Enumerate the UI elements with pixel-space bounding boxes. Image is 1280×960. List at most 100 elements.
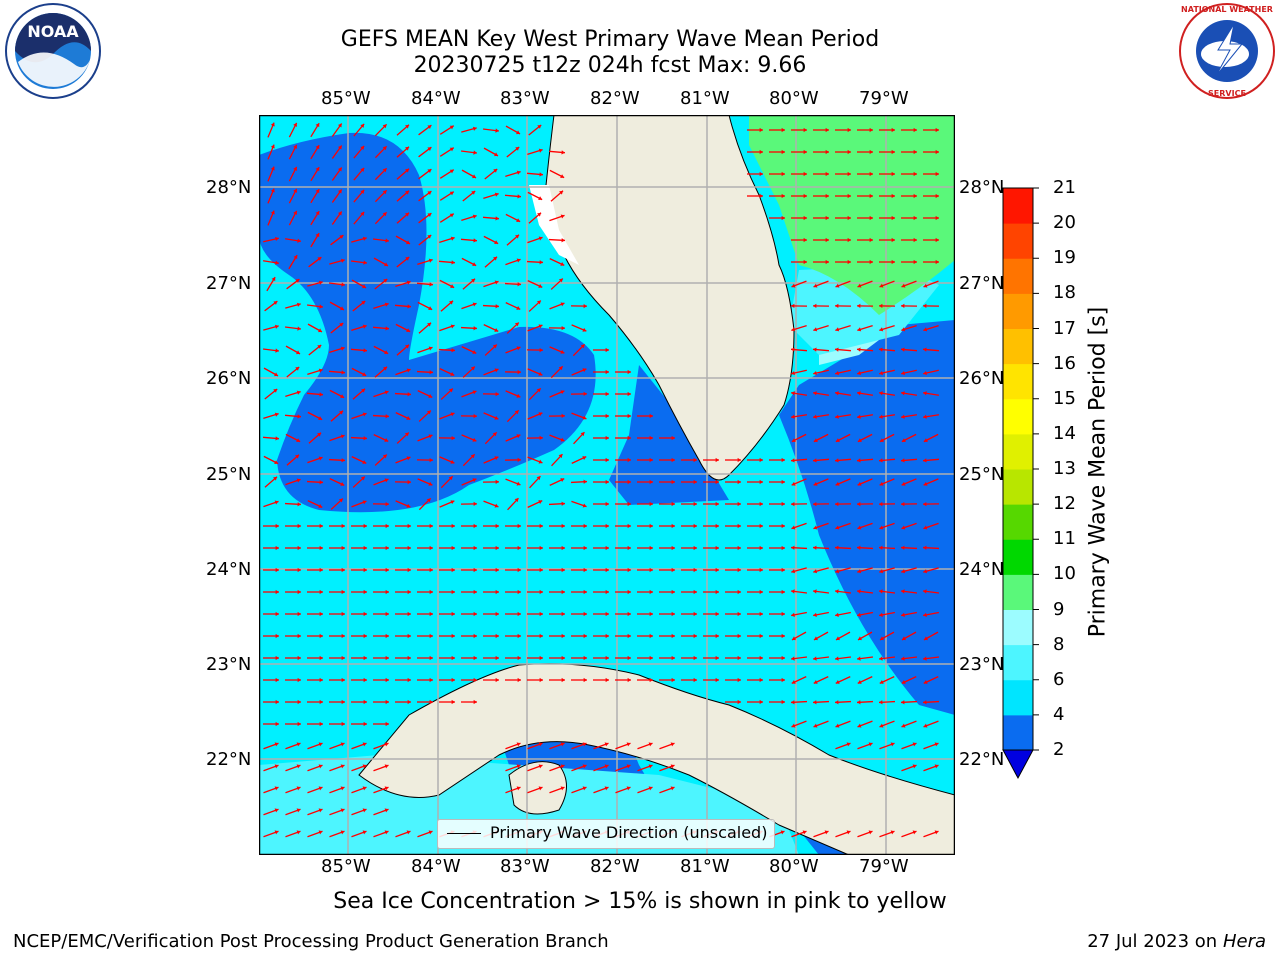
wave-arrow-head: [273, 476, 278, 481]
wave-arrow-head: [582, 415, 587, 420]
wave-arrow-head: [517, 567, 521, 573]
wave-arrow-head: [297, 655, 301, 661]
wave-arrow-head: [360, 189, 365, 194]
wave-arrow-head: [275, 260, 279, 265]
wave-arrow-head: [319, 677, 323, 683]
wave-arrow-head: [318, 328, 322, 333]
wave-arrow-head: [825, 149, 829, 155]
wave-arrow-head: [538, 500, 543, 504]
colorbar-segment: [1003, 188, 1033, 224]
wave-arrow-head: [923, 525, 928, 530]
wave-arrow-head: [494, 240, 499, 245]
colorbar-tick-label: 9: [1053, 598, 1065, 620]
wave-arrow-head: [448, 388, 453, 393]
wave-arrow-head: [362, 500, 367, 505]
wave-arrow-head: [537, 124, 542, 129]
wave-arrow-head: [273, 301, 278, 305]
wave-arrow-head: [737, 523, 741, 529]
wave-arrow-head: [560, 786, 565, 791]
noaa-logo-icon: NOAA: [4, 2, 102, 100]
colorbar-segment: [1003, 433, 1033, 470]
wave-arrow-head: [539, 633, 543, 639]
wave-arrow-head: [362, 786, 367, 791]
wave-arrow-head: [274, 500, 279, 505]
wave-arrow-head: [813, 589, 817, 594]
wave-arrow-head: [901, 612, 905, 617]
wave-arrow-head: [360, 211, 365, 216]
wave-arrow-head: [671, 567, 675, 573]
wave-arrow-head: [318, 830, 323, 835]
wave-arrow-head: [516, 346, 521, 351]
wave-arrow-head: [582, 456, 587, 460]
wave-arrow-head: [879, 723, 884, 728]
wave-arrow-head: [559, 190, 564, 195]
wave-arrow-head: [516, 481, 521, 486]
colorbar-segment: [1003, 398, 1033, 435]
wave-arrow-head: [759, 501, 763, 507]
lat-label-left: 23°N: [206, 654, 252, 675]
wave-arrow-head: [649, 633, 653, 639]
wave-arrow-head: [275, 655, 279, 661]
wave-arrow-head: [879, 501, 883, 507]
wave-arrow-head: [813, 501, 817, 507]
wave-arrow-head: [517, 194, 521, 199]
wave-arrow-head: [514, 322, 519, 327]
wave-arrow-head: [561, 611, 565, 617]
wave-arrow-head: [879, 656, 883, 661]
wave-arrow-head: [339, 410, 344, 415]
wave-arrow-head: [536, 476, 541, 481]
wave-arrow-head: [627, 567, 631, 573]
wave-arrow-head: [737, 479, 741, 485]
wave-arrow-head: [791, 414, 795, 419]
wave-arrow-head: [583, 545, 587, 551]
wave-arrow-head: [891, 193, 895, 199]
wave-arrow-head: [406, 328, 411, 333]
wave-arrow-head: [428, 434, 433, 439]
coastal-no-data: [529, 185, 579, 265]
wave-arrow-head: [274, 460, 279, 465]
wave-arrow-head: [317, 257, 322, 261]
wave-arrow-head: [385, 523, 389, 529]
lat-label-right: 28°N: [959, 177, 1005, 198]
wave-arrow-head: [649, 655, 653, 661]
wave-arrow-head: [935, 259, 939, 265]
wave-arrow-head: [835, 612, 839, 617]
wave-arrow-head: [901, 327, 906, 332]
wave-arrow-head: [296, 786, 301, 791]
wave-arrow-head: [407, 304, 411, 309]
wave-arrow-head: [296, 764, 301, 769]
wave-arrow-head: [473, 677, 477, 683]
wave-arrow-head: [315, 189, 320, 194]
wave-arrow-head: [857, 438, 862, 443]
wave-arrow-head: [338, 498, 343, 503]
wave-arrow-head: [649, 501, 653, 507]
wave-arrow-head: [901, 458, 905, 463]
wave-arrow-head: [857, 283, 862, 288]
wave-arrow-head: [791, 525, 796, 530]
wave-arrow-head: [857, 569, 862, 574]
wave-arrow-head: [880, 636, 884, 641]
lon-label-top: 82°W: [590, 88, 640, 109]
wave-arrow-head: [561, 567, 565, 573]
wave-arrow-head: [671, 611, 675, 617]
wave-arrow-head: [649, 523, 653, 529]
wave-arrow-head: [406, 368, 411, 373]
wave-arrow-head: [813, 545, 817, 550]
wave-arrow-head: [923, 589, 927, 594]
wave-arrow-head: [626, 786, 631, 791]
wave-arrow-head: [275, 236, 279, 242]
sea-ice-caption: Sea Ice Concentration > 15% is shown in …: [333, 889, 947, 914]
wave-arrow-head: [791, 545, 795, 550]
wave-arrow-head: [538, 742, 543, 747]
wave-arrow-head: [362, 236, 367, 241]
wave-arrow-head: [429, 633, 433, 639]
wave-arrow-head: [516, 393, 521, 398]
wave-arrow-head: [473, 413, 477, 419]
wave-arrow-head: [759, 633, 763, 639]
wave-arrow-head: [340, 830, 345, 835]
wave-arrow-head: [857, 347, 861, 352]
wave-arrow-head: [407, 523, 411, 529]
wave-arrow-head: [296, 390, 301, 395]
wave-arrow-head: [471, 278, 476, 283]
wave-arrow-head: [560, 349, 565, 354]
